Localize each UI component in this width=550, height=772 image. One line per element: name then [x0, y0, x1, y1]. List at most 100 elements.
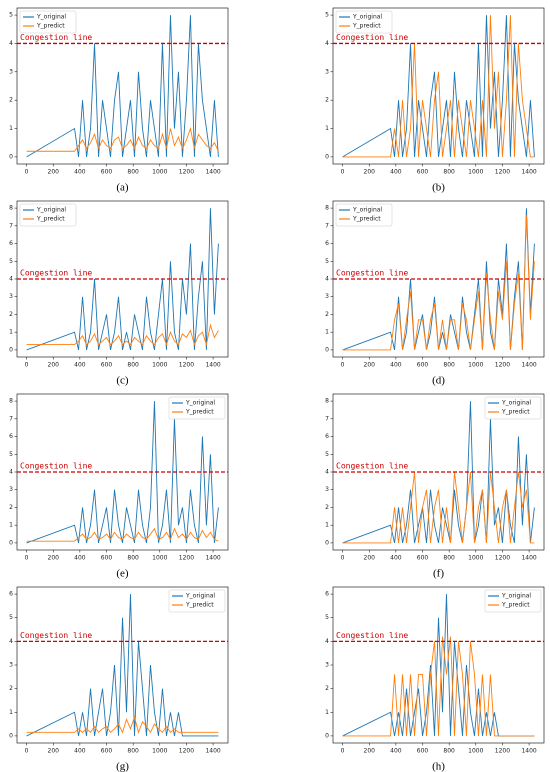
plot-frame — [332, 7, 545, 165]
legend-label: Y_original — [185, 593, 215, 600]
y-tick-label: 0 — [325, 732, 329, 739]
y-tick-label: 0 — [325, 153, 329, 160]
legend-label: Y_predict — [352, 23, 381, 30]
x-tick-label: 1400 — [205, 362, 220, 369]
y-tick-label: 3 — [9, 486, 13, 493]
series-line — [26, 323, 219, 347]
x-tick-label: 0 — [341, 362, 345, 369]
x-tick-label: 1200 — [179, 748, 194, 755]
y-tick-label: 4 — [325, 469, 329, 476]
series-line — [26, 594, 219, 737]
y-tick-label: 0 — [9, 539, 13, 546]
x-tick-label: 400 — [74, 362, 86, 369]
x-tick-label: 1400 — [521, 169, 536, 176]
x-tick-label: 1400 — [205, 555, 220, 562]
x-tick-label: 1200 — [179, 169, 194, 176]
annotation: Congestion line — [336, 462, 408, 471]
y-tick-label: 3 — [325, 68, 329, 75]
caption: (h) — [432, 761, 445, 772]
y-tick-label: 6 — [325, 240, 329, 247]
x-tick-label: 0 — [341, 169, 345, 176]
x-tick-label: 200 — [364, 555, 376, 562]
series-line — [342, 15, 535, 158]
y-tick-label: 3 — [325, 486, 329, 493]
annotation: Congestion line — [20, 33, 92, 42]
y-tick-label: 4 — [325, 40, 329, 47]
annotation: Congestion line — [336, 33, 408, 42]
series-line — [26, 126, 219, 152]
y-tick-label: 6 — [325, 433, 329, 440]
y-tick-label: 7 — [325, 415, 329, 422]
panel: 0 1 2 3 4 5 0 200 400 600 800 1000 1200 1400 Congestio… — [9, 7, 229, 194]
series-line — [26, 715, 219, 734]
x-tick-label: 600 — [417, 555, 429, 562]
x-tick-label: 600 — [101, 555, 113, 562]
legend-label: Y_predict — [352, 216, 381, 223]
y-tick-label: 8 — [325, 398, 329, 405]
legend-label: Y_predict — [36, 23, 65, 30]
panel: 0 1 2 3 4 5 6 7 8 0 200 400 600 800 1000 1200 1400 Conges… — [9, 200, 229, 387]
x-tick-label: 600 — [101, 748, 113, 755]
y-tick-label: 2 — [325, 97, 329, 104]
x-tick-label: 1000 — [152, 748, 167, 755]
legend-label: Y_predict — [36, 216, 65, 223]
x-tick-label: 400 — [74, 169, 86, 176]
x-tick-label: 1400 — [205, 169, 220, 176]
series-line — [26, 15, 219, 158]
x-tick-label: 200 — [48, 169, 60, 176]
y-tick-label: 5 — [325, 12, 329, 19]
legend-label: Y_predict — [501, 602, 530, 609]
series-line — [342, 471, 535, 544]
legend-label: Y_original — [185, 400, 215, 407]
x-tick-label: 200 — [364, 169, 376, 176]
y-tick-label: 2 — [9, 97, 13, 104]
x-tick-label: 0 — [25, 362, 29, 369]
x-tick-label: 1000 — [468, 748, 483, 755]
y-tick-label: 8 — [9, 398, 13, 405]
y-tick-label: 5 — [325, 451, 329, 458]
y-tick-label: 5 — [325, 614, 329, 621]
annotation: Congestion line — [20, 462, 92, 471]
panel: 0 1 2 3 4 5 6 7 8 0 200 400 600 800 1000 1200 1400 Conges… — [9, 393, 229, 580]
y-tick-label: 2 — [9, 311, 13, 318]
x-tick-label: 1400 — [521, 555, 536, 562]
y-tick-label: 2 — [9, 685, 13, 692]
y-tick-label: 1 — [325, 329, 329, 336]
y-tick-label: 7 — [325, 222, 329, 229]
x-tick-label: 400 — [390, 555, 402, 562]
caption: (b) — [432, 182, 445, 194]
x-tick-label: 1000 — [468, 555, 483, 562]
x-tick-label: 200 — [48, 555, 60, 562]
annotation: Congestion line — [336, 269, 408, 278]
x-tick-label: 1000 — [152, 169, 167, 176]
legend-label: Y_original — [36, 207, 66, 214]
y-tick-label: 1 — [9, 125, 13, 132]
x-tick-label: 1200 — [495, 555, 510, 562]
y-tick-label: 7 — [9, 415, 13, 422]
y-tick-label: 4 — [9, 469, 13, 476]
x-tick-label: 1000 — [152, 362, 167, 369]
y-tick-label: 0 — [9, 153, 13, 160]
y-tick-label: 2 — [325, 504, 329, 511]
y-tick-label: 1 — [325, 522, 329, 529]
y-tick-label: 6 — [9, 591, 13, 598]
x-tick-label: 800 — [127, 555, 139, 562]
y-tick-label: 8 — [9, 205, 13, 212]
x-tick-label: 600 — [417, 169, 429, 176]
y-tick-label: 1 — [325, 709, 329, 716]
y-tick-label: 4 — [325, 276, 329, 283]
x-tick-label: 1400 — [521, 362, 536, 369]
series-line — [342, 215, 535, 351]
x-tick-label: 1400 — [521, 748, 536, 755]
panel: 0 1 2 3 4 5 0 200 400 600 800 1000 1200 1400 Congestio… — [325, 7, 545, 194]
y-tick-label: 6 — [9, 240, 13, 247]
x-tick-label: 800 — [127, 169, 139, 176]
x-tick-label: 800 — [443, 362, 455, 369]
legend-label: Y_original — [36, 14, 66, 21]
x-tick-label: 1000 — [468, 362, 483, 369]
x-tick-label: 0 — [341, 748, 345, 755]
x-tick-label: 1000 — [468, 169, 483, 176]
panel: 0 1 2 3 4 5 6 7 8 0 200 400 600 800 1000 1200 1400 Conges… — [325, 393, 545, 580]
legend-label: Y_original — [501, 400, 531, 407]
y-tick-label: 2 — [325, 311, 329, 318]
